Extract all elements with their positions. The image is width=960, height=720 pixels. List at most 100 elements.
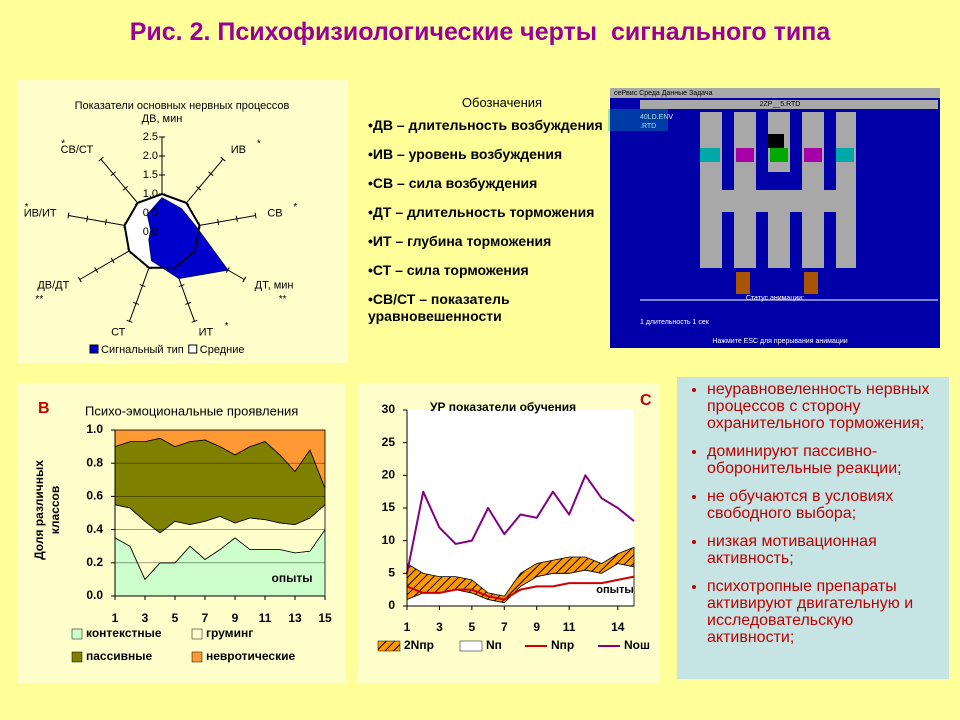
tick-mark [94, 267, 99, 273]
radar-outline [123, 193, 201, 269]
x-tick-label: 1 [404, 620, 411, 634]
legend-label: Сигнальный тип [101, 344, 184, 356]
tick-mark [98, 156, 104, 162]
legend-swatch [71, 651, 83, 663]
r-tick-label: 1.5 [143, 169, 158, 181]
legend-label: груминг [206, 626, 253, 640]
tick-mark [196, 186, 202, 191]
tick-mark [178, 284, 185, 288]
tick-mark [104, 219, 107, 226]
x-tick-label: 9 [533, 620, 540, 634]
tick-mark [242, 276, 247, 283]
screenshot: сеРвис Среда Данные Задача 2ZP__5.RTD 40… [608, 88, 940, 348]
chart-title: Психо-эмоциональные проявления [85, 403, 298, 418]
y-tick-label: 0.4 [86, 522, 103, 536]
axis-label: ИТ [199, 326, 214, 338]
axis-label: ДВ/ДТ [37, 279, 69, 291]
annotation: * [257, 139, 261, 150]
y-tick-label: 15 [382, 500, 396, 514]
note-item: •ИВ – уровень возбуждения [368, 146, 563, 162]
r-tick-label: 2.0 [143, 150, 158, 162]
tick-mark [139, 284, 146, 288]
y-tick-label: 30 [382, 402, 396, 416]
note-item: •СВ/СТ – показатель уравновешенности [368, 291, 510, 324]
legend-label: 2Nпр [404, 638, 434, 652]
chart-title: УР показатели обучения [430, 400, 576, 414]
y-tick-label: 0.2 [86, 555, 103, 569]
y-tick-label: 0.0 [86, 588, 103, 602]
tick-mark [191, 319, 198, 323]
tick-mark [122, 186, 128, 191]
annotation: * [225, 321, 229, 332]
line-series [406, 575, 635, 601]
tick-mark [86, 215, 89, 222]
fact-item: не обучаются в условиях свободного выбор… [707, 488, 941, 522]
r-tick-label: 2.5 [143, 131, 158, 143]
legend-swatch [377, 640, 401, 652]
axis-label: СВ/СТ [61, 144, 94, 156]
slide-title: Рис. 2. Психофизиологические черты сигна… [129, 18, 831, 46]
x-tick-label: 11 [563, 620, 576, 634]
y-tick-label: 0 [388, 598, 395, 612]
y-axis-label: Доля различных [32, 460, 46, 560]
legend-label: Nп [486, 638, 502, 652]
y-tick-label: 0.8 [86, 455, 103, 469]
screen-message: 1 длительность 1 сек [640, 319, 710, 326]
facts-list: неуравновеленность нервных процессов с с… [685, 381, 941, 646]
screen-menu: сеРвис Среда Данные Задача [614, 90, 713, 97]
tick-mark [110, 257, 115, 264]
tick-mark [133, 301, 139, 305]
x-tick-label: 13 [288, 611, 302, 625]
axis-label: ДВ, мин [142, 113, 183, 125]
legend-swatch [71, 628, 83, 640]
annotation: опыты [272, 571, 313, 585]
legend-swatch [459, 640, 483, 652]
annotation: ** [279, 294, 287, 305]
x-tick-label: 5 [172, 611, 179, 625]
note-item: •ИТ – глубина торможения [368, 233, 552, 249]
x-tick-label: 5 [469, 620, 476, 634]
x-tick-label: 14 [611, 620, 625, 634]
note-item: •ДВ – длительность возбуждения [368, 117, 603, 133]
legend-label: Nпр [551, 638, 574, 652]
legend-label: Nош [624, 638, 650, 652]
legend-label: Средние [200, 344, 245, 356]
x-tick-label: 7 [202, 611, 209, 625]
note-item: •СТ – сила торможения [368, 262, 529, 278]
tick-mark [185, 301, 191, 305]
screen-window-title: 2ZP__5.RTD [760, 101, 801, 108]
annotation: ** [35, 294, 43, 305]
fact-item: неуравновеленность нервных процессов с с… [707, 381, 941, 432]
facts: неуравновеленность нервных процессов с с… [677, 377, 949, 679]
tick-mark [77, 276, 82, 283]
legend-swatch [191, 651, 203, 663]
panel-label: C [640, 392, 652, 409]
y-tick-label: 25 [382, 435, 396, 449]
x-tick-label: 11 [259, 611, 272, 625]
y-tick-label: 1.0 [86, 422, 103, 436]
notes-title: Обозначения [461, 95, 543, 110]
y-tick-label: 20 [382, 468, 396, 482]
x-tick-label: 3 [436, 620, 443, 634]
r-tick-label: 0.0 [143, 226, 158, 238]
tick-mark [235, 215, 238, 222]
x-tick-label: 15 [318, 611, 332, 625]
axis-label: СВ [267, 207, 282, 219]
fact-item: доминируют пассивно-оборонительные реакц… [707, 443, 941, 477]
fact-item: низкая мотивационная активность; [707, 533, 941, 567]
legend-label: невротические [206, 649, 295, 663]
legend-label: пассивные [86, 649, 153, 663]
tick-mark [217, 219, 220, 226]
notes: Обозначения •ДВ – длительность возбужден… [368, 94, 636, 337]
panel-label: B [38, 400, 50, 417]
y-axis-label: классов [48, 486, 62, 535]
tick-mark [110, 171, 116, 177]
line-series [406, 474, 635, 574]
screen-file: 40LD.ENV [640, 114, 673, 121]
annotation: опыты [596, 584, 634, 596]
x-tick-label: 9 [232, 611, 239, 625]
tick-mark [208, 171, 214, 177]
legend-label: контекстные [86, 626, 162, 640]
tick-mark [126, 319, 133, 323]
